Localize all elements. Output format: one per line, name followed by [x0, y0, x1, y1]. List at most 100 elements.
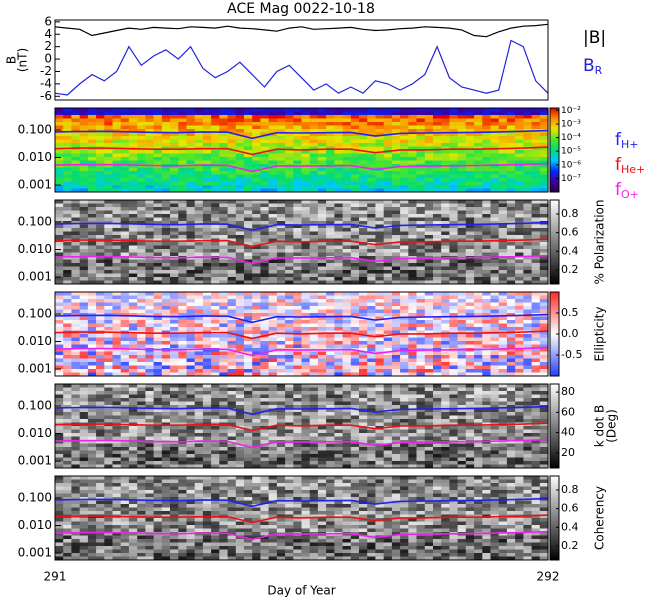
spectrogram-cell — [145, 178, 155, 182]
spectrogram-cell — [400, 394, 409, 399]
spectrogram-cell — [474, 221, 483, 225]
spectrogram-cell — [211, 181, 220, 186]
spectrogram-cell — [104, 273, 114, 278]
spectrogram-cell — [227, 157, 237, 161]
spectrogram-cell — [71, 369, 81, 373]
spectrogram-cell — [309, 280, 319, 285]
spectrogram-cell — [202, 181, 212, 186]
spectrogram-cell — [227, 167, 237, 172]
spectrogram-cell — [424, 181, 434, 186]
spectrogram-cell — [153, 217, 163, 222]
spectrogram-cell — [227, 372, 237, 377]
spectrogram-cell — [424, 369, 434, 373]
spectrogram-cell — [482, 150, 492, 154]
spectrogram-cell — [400, 405, 409, 409]
spectrogram-cell — [120, 174, 130, 179]
spectrogram-cell — [186, 369, 196, 373]
spectrogram-cell — [342, 157, 352, 161]
spectrogram-cell — [416, 242, 426, 246]
spectrogram-cell — [375, 316, 385, 321]
spectrogram-cell — [408, 384, 418, 388]
spectrogram-cell — [539, 348, 549, 352]
spectrogram-cell — [244, 334, 253, 338]
spectrogram-cell — [194, 302, 204, 307]
spectrogram-cell — [211, 263, 220, 267]
spectrogram-cell — [235, 344, 245, 349]
spectrogram-cell — [301, 369, 311, 373]
spectrogram-cell — [137, 224, 146, 229]
spectrogram-cell — [301, 259, 311, 264]
spectrogram-cell — [276, 160, 286, 165]
spectrogram-cell — [334, 150, 344, 154]
spectrogram-cell — [433, 181, 442, 186]
spectrogram-cell — [194, 387, 204, 392]
spectrogram-cell — [350, 344, 360, 349]
spectrogram-cell — [350, 188, 360, 193]
spectrogram-cell — [161, 263, 171, 267]
spectrogram-cell — [474, 394, 483, 399]
spectrogram-cell — [326, 313, 335, 317]
spectrogram-cell — [531, 235, 541, 239]
spectrogram-cell — [309, 273, 319, 278]
colorbar-cell — [550, 200, 559, 203]
spectrogram-cell — [449, 118, 459, 123]
spectrogram-cell — [523, 316, 533, 321]
colorbar-cell — [550, 162, 559, 166]
spectrogram-cell — [120, 217, 130, 222]
spectrogram-cell — [334, 306, 344, 310]
spectrogram-cell — [408, 249, 418, 253]
spectrogram-cell — [441, 337, 450, 342]
spectrogram-cell — [235, 160, 245, 165]
spectrogram-cell — [63, 200, 72, 204]
spectrogram-cell — [515, 132, 524, 137]
spectrogram-cell — [383, 125, 393, 130]
spectrogram-cell — [334, 231, 344, 236]
spectrogram-cell — [359, 210, 368, 215]
spectrogram-cell — [515, 143, 524, 147]
spectrogram-cell — [449, 228, 459, 232]
spectrogram-cell — [235, 337, 245, 342]
spectrogram-cell — [112, 167, 122, 172]
spectrogram-cell — [441, 292, 450, 296]
spectrogram-cell — [285, 369, 294, 373]
spectrogram-cell — [211, 277, 220, 281]
spectrogram-cell — [326, 398, 335, 402]
spectrogram-cell — [490, 320, 500, 324]
spectrogram-cell — [260, 139, 270, 144]
spectrogram-cell — [87, 365, 97, 370]
spectrogram-cell — [128, 337, 138, 342]
spectrogram-cell — [178, 174, 188, 179]
spectrogram-cell — [170, 358, 179, 363]
spectrogram-cell — [375, 111, 385, 116]
spectrogram-cell — [252, 337, 261, 342]
spectrogram-cell — [104, 309, 114, 314]
spectrogram-cell — [334, 108, 344, 112]
spectrogram-cell — [285, 160, 294, 165]
spectrogram-cell — [506, 150, 516, 154]
spectrogram-cell — [55, 259, 64, 264]
spectrogram-cell — [523, 132, 533, 137]
spectrogram-cell — [523, 351, 533, 356]
spectrogram-cell — [474, 372, 483, 377]
spectrogram-cell — [55, 164, 64, 168]
spectrogram-cell — [219, 188, 229, 193]
spectrogram-cell — [457, 358, 467, 363]
spectrogram-cell — [202, 160, 212, 165]
spectrogram-cell — [178, 171, 188, 175]
spectrogram-cell — [539, 164, 549, 168]
colorbar-label: Ellipticity — [593, 307, 607, 362]
spectrogram-cell — [244, 384, 253, 388]
spectrogram-cell — [276, 122, 286, 126]
spectrogram-cell — [276, 235, 286, 239]
spectrogram-cell — [55, 344, 64, 349]
spectrogram-cell — [293, 369, 303, 373]
spectrogram-cell — [96, 167, 105, 172]
spectrogram-cell — [112, 277, 122, 281]
spectrogram-cell — [498, 188, 508, 193]
spectrogram-cell — [474, 358, 483, 363]
spectrogram-cell — [342, 334, 352, 338]
spectrogram-cell — [252, 200, 261, 204]
spectrogram-cell — [260, 306, 270, 310]
spectrogram-cell — [416, 316, 426, 321]
spectrogram-cell — [334, 185, 344, 189]
